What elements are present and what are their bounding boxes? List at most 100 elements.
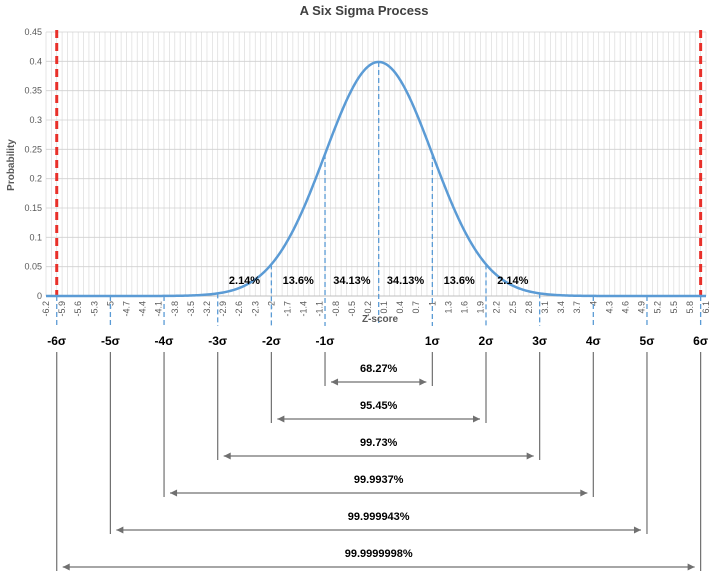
x-tick-label: -0.8 (331, 301, 341, 317)
region-percent-label: 2.14% (497, 275, 528, 287)
curve-point (286, 240, 288, 242)
x-tick-label: 1.6 (460, 301, 470, 314)
curve-point (45, 295, 47, 297)
x-tick-label: 6.1 (701, 301, 709, 314)
x-tick-label: -4.7 (122, 301, 132, 317)
y-tick-label: 0 (37, 291, 42, 301)
x-tick-label: -5.3 (89, 301, 99, 317)
curve-point (464, 230, 466, 232)
sigma-label: 6σ (693, 334, 708, 348)
coverage-arrowhead (170, 489, 178, 497)
y-tick-label: 0.1 (29, 232, 42, 242)
curve-point (480, 257, 482, 259)
x-tick-label: 1.9 (476, 301, 486, 314)
y-tick-label: 0.05 (24, 262, 42, 272)
coverage-label: 99.999943% (348, 511, 410, 523)
normal-curve-line (46, 60, 706, 298)
x-tick-label: 0.4 (395, 301, 405, 314)
x-tick-label: -5.6 (73, 301, 83, 317)
x-tick-label: -2.9 (218, 301, 228, 317)
y-tick-label: 0.25 (24, 144, 42, 154)
curve-point (447, 194, 449, 196)
coverage-label: 99.9999998% (345, 548, 413, 560)
sigma-label: 5σ (640, 334, 655, 348)
x-tick-label: -4.4 (138, 301, 148, 317)
curve-point (238, 287, 240, 289)
x-tick-label: -2.3 (250, 301, 260, 317)
curve (45, 60, 707, 298)
x-tick-label: 0.7 (411, 301, 421, 314)
curve-point (383, 62, 385, 64)
x-tick-label: 5.8 (685, 301, 695, 314)
sigma-guides (55, 30, 703, 326)
x-tick-label: 2.5 (508, 301, 518, 314)
curve-point (125, 295, 127, 297)
curve-point (61, 295, 63, 297)
curve-point (303, 207, 305, 209)
region-percent-label: 2.14% (229, 275, 260, 287)
coverage-arrowhead (473, 415, 480, 423)
x-tick-label: 3.1 (540, 301, 550, 314)
y-axis-label: Probability (6, 139, 17, 191)
x-tick-label: 0.1 (379, 301, 389, 314)
coverage-arrowhead (526, 452, 534, 460)
x-tick-label: 1.3 (443, 301, 453, 314)
sigma-label: -6σ (47, 334, 66, 348)
y-tick-label: 0.35 (24, 86, 42, 96)
coverage-arrowhead (419, 378, 427, 386)
x-tick-label: -6.2 (41, 301, 51, 317)
x-tick-label: 5.2 (653, 301, 663, 314)
x-tick-label: 1 (427, 301, 437, 306)
curve-point (399, 79, 401, 81)
curve-point (142, 295, 144, 297)
region-percent-label: 34.13% (333, 275, 371, 287)
curve-point (367, 66, 369, 68)
coverage-label: 68.27% (360, 363, 398, 375)
coverage-arrowhead (62, 563, 70, 571)
curve-point (673, 295, 675, 297)
coverage-arrowhead (687, 563, 695, 571)
curve-point (689, 295, 691, 297)
labels: 2.14% 13.6% 34.13% 34.13% 13.6% 2.14% -6σ -5σ -4… (47, 275, 708, 348)
x-axis-label: Z-score (362, 314, 399, 325)
x-tick-label: 4.6 (621, 301, 631, 314)
x-tick-label: 5.5 (669, 301, 679, 314)
curve-point (222, 291, 224, 293)
sigma-label: 3σ (532, 334, 547, 348)
curve-point (415, 112, 417, 114)
coverage-ranges: 68.27% 95.45% 99.73% 99.9937% 99.999943% 99.9… (56, 352, 702, 571)
sigma-label: -5σ (101, 334, 120, 348)
curve-point (174, 295, 176, 297)
curve-point (190, 294, 192, 296)
coverage-arrowhead (633, 526, 641, 534)
y-tick-label: 0.15 (24, 203, 42, 213)
grid (45, 31, 707, 297)
curve-point (77, 295, 79, 297)
x-tick-label: -4.1 (154, 301, 164, 317)
curve-point (270, 263, 272, 265)
x-tick-label: -2.6 (234, 301, 244, 317)
coverage-label: 99.73% (360, 437, 398, 449)
chart-title: A Six Sigma Process (300, 3, 429, 18)
x-tick-label: -1.4 (299, 301, 309, 317)
y-tick-label: 0.4 (29, 56, 42, 66)
curve-point (544, 293, 546, 295)
curve-point (351, 88, 353, 90)
sigma-label: 2σ (479, 334, 494, 348)
curve-point (560, 294, 562, 296)
curve-point (592, 295, 594, 297)
curve-point (206, 294, 208, 296)
curve-point (608, 295, 610, 297)
x-tick-label: 4 (588, 301, 598, 306)
x-tick-label: -3.2 (202, 301, 212, 317)
region-percent-label: 34.13% (387, 275, 425, 287)
x-tick-label: 4.9 (637, 301, 647, 314)
x-tick-label: -3.8 (170, 301, 180, 317)
curve-point (528, 290, 530, 292)
x-tick-label: -5.9 (57, 301, 67, 317)
curve-point (93, 295, 95, 297)
curve-point (705, 295, 707, 297)
x-tick-label: 2.2 (492, 301, 502, 314)
x-tick-label: 4.3 (604, 301, 614, 314)
